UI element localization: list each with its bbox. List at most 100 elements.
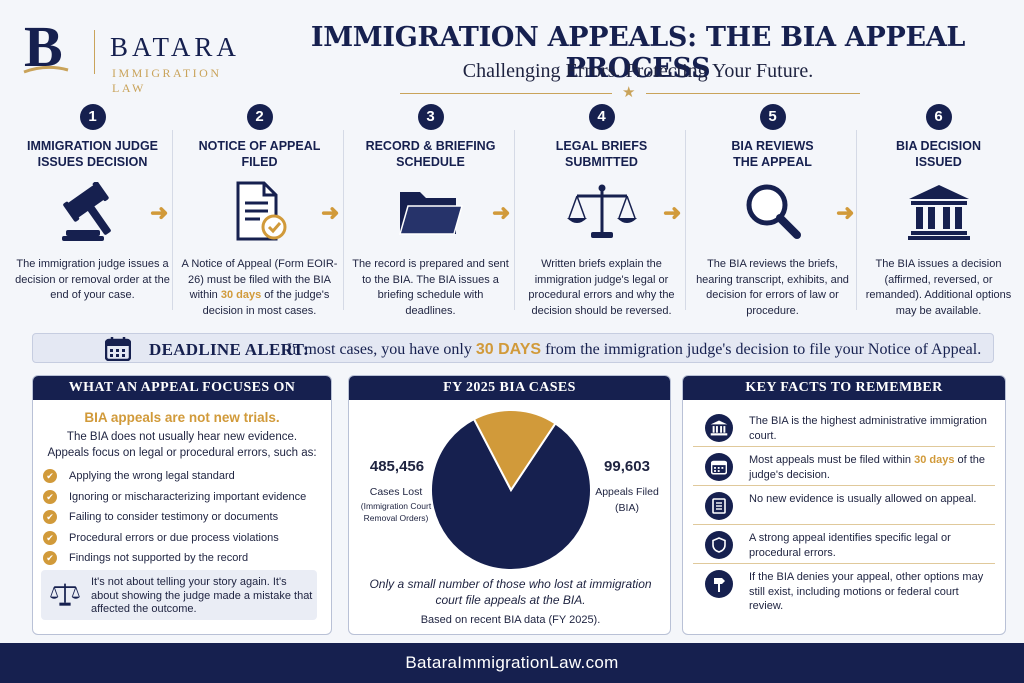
arrow-right-icon: ➜ bbox=[321, 200, 340, 225]
step-title: BIA DECISION ISSUED bbox=[896, 139, 981, 169]
step-number: 2 bbox=[246, 104, 273, 130]
panel-emphasis: BIA appeals are not new trials. bbox=[84, 410, 280, 425]
courthouse-icon bbox=[705, 414, 733, 442]
divider bbox=[343, 130, 344, 310]
chart-caption: Only a small number of those who lost at… bbox=[369, 577, 652, 607]
fact-text: If the BIA denies your appeal, other opt… bbox=[749, 571, 984, 612]
cases-lost-label: Cases Lost bbox=[369, 486, 423, 498]
step-title: RECORD & BRIEFING SCHEDULE bbox=[365, 139, 496, 169]
cases-lost-sublabel: (Immigration Court Removal Orders) bbox=[360, 501, 432, 523]
title-ornament: ★ bbox=[400, 84, 860, 102]
check-icon: ✔ bbox=[43, 551, 57, 566]
list-item: ✔ Failing to consider testimony or docume… bbox=[43, 507, 331, 528]
gavel-icon bbox=[10, 179, 175, 245]
arrow-right-icon: ➜ bbox=[663, 200, 682, 225]
appeals-filed-label: Appeals Filed bbox=[595, 486, 659, 498]
cases-panel: FY 2025 BIA CASES 485,456 Cases Lost (Im… bbox=[348, 375, 671, 635]
fact-text: No new evidence is usually allowed on ap… bbox=[749, 493, 977, 505]
step-title: NOTICE OF APPEAL FILED bbox=[198, 139, 321, 169]
pie-slice-appeals-filed bbox=[472, 409, 557, 492]
shield-icon bbox=[705, 531, 733, 559]
step-description: The record is prepared and sent to the B… bbox=[352, 258, 509, 317]
step-description: Written briefs explain the immigration j… bbox=[528, 258, 675, 317]
step-number: 6 bbox=[925, 104, 952, 130]
key-facts-panel: KEY FACTS TO REMEMBER The BIA is the hig… bbox=[682, 375, 1006, 635]
step-6: 6 BIA DECISION ISSUED The BIA issues a de… bbox=[856, 104, 1021, 319]
appeals-filed-value: 99,603 bbox=[604, 458, 650, 475]
step-number: 3 bbox=[417, 104, 444, 130]
arrow-right-icon: ➜ bbox=[836, 200, 855, 225]
error-list: ✔ Applying the wrong legal standard ✔ Igno… bbox=[33, 466, 331, 569]
appeal-focus-panel: WHAT AN APPEAL FOCUSES ON BIA appeals ar… bbox=[32, 375, 332, 635]
star-icon: ★ bbox=[622, 84, 636, 101]
folder-icon bbox=[348, 179, 513, 245]
calendar-icon bbox=[105, 337, 131, 361]
panel-title: FY 2025 BIA CASES bbox=[349, 376, 670, 400]
page-title: IMMIGRATION APPEALS: THE BIA APPEAL PROC… bbox=[310, 22, 966, 84]
check-icon: ✔ bbox=[43, 510, 57, 525]
note-box: It's not about telling your story again.… bbox=[41, 570, 317, 620]
fact-item: The BIA is the highest administrative im… bbox=[693, 408, 995, 447]
panel-intro: The BIA does not usually hear new eviden… bbox=[47, 431, 317, 459]
step-3: 3 RECORD & BRIEFING SCHEDULE The record i… bbox=[348, 104, 513, 319]
list-item: ✔ Procedural errors or due process violat… bbox=[43, 528, 331, 549]
deadline-text: In most cases, you have only 30 DAYS fro… bbox=[287, 341, 982, 358]
fact-text: The BIA is the highest administrative im… bbox=[749, 415, 987, 442]
deadline-label: DEADLINE ALERT: bbox=[149, 340, 309, 359]
check-icon: ✔ bbox=[43, 530, 57, 545]
cases-pie-chart bbox=[430, 409, 592, 571]
brand-logo: B BATARA IMMIGRATION LAW bbox=[22, 14, 242, 95]
step-2: 2 NOTICE OF APPEAL FILED A Notice of Appe… bbox=[177, 104, 342, 319]
magnifier-icon bbox=[690, 179, 855, 245]
divider bbox=[172, 130, 173, 310]
fact-text: A strong appeal identifies specific lega… bbox=[749, 532, 951, 559]
fact-item: Most appeals must be filed within 30 day… bbox=[693, 447, 995, 486]
document-icon bbox=[705, 492, 733, 520]
appeals-filed-sublabel: (BIA) bbox=[615, 502, 639, 514]
panel-title: KEY FACTS TO REMEMBER bbox=[683, 376, 1005, 400]
panel-title: WHAT AN APPEAL FOCUSES ON bbox=[33, 376, 331, 400]
step-number: 1 bbox=[79, 104, 106, 130]
divider bbox=[685, 130, 686, 310]
check-icon: ✔ bbox=[43, 469, 57, 484]
chart-source: Based on recent BIA data (FY 2025). bbox=[420, 614, 601, 626]
scales-icon bbox=[49, 583, 81, 606]
calendar-icon bbox=[705, 453, 733, 481]
step-5: 5 BIA REVIEWS THE APPEAL The BIA reviews … bbox=[690, 104, 855, 319]
courthouse-icon bbox=[856, 179, 1021, 245]
fact-item: If the BIA denies your appeal, other opt… bbox=[693, 564, 995, 612]
check-icon: ✔ bbox=[43, 489, 57, 504]
fact-item: No new evidence is usually allowed on ap… bbox=[693, 486, 995, 525]
logo-monogram-icon: B bbox=[23, 14, 69, 79]
step-number: 4 bbox=[588, 104, 615, 130]
step-description: A Notice of Appeal (Form EOIR-26) must b… bbox=[181, 258, 338, 317]
footer-website[interactable]: BataraImmigrationLaw.com bbox=[0, 643, 1024, 683]
step-1: 1 IMMIGRATION JUDGE ISSUES DECISION The i… bbox=[10, 104, 175, 304]
arrow-right-icon: ➜ bbox=[150, 200, 169, 225]
brand-name: BATARA bbox=[110, 32, 240, 62]
list-item: ✔ Findings not supported by the record bbox=[43, 548, 331, 569]
document-check-icon bbox=[177, 179, 342, 245]
step-description: The BIA reviews the briefs, hearing tran… bbox=[696, 258, 849, 317]
scales-icon bbox=[519, 179, 684, 245]
divider bbox=[856, 130, 857, 310]
step-title: BIA REVIEWS THE APPEAL bbox=[731, 139, 814, 169]
deadline-alert-banner: DEADLINE ALERT: In most cases, you have … bbox=[32, 333, 994, 363]
fact-item: A strong appeal identifies specific lega… bbox=[693, 525, 995, 564]
logo-divider bbox=[94, 30, 95, 74]
step-title: IMMIGRATION JUDGE ISSUES DECISION bbox=[26, 139, 159, 169]
list-item: ✔ Ignoring or mischaracterizing important… bbox=[43, 487, 331, 508]
cases-lost-value: 485,456 bbox=[369, 458, 425, 475]
list-item: ✔ Applying the wrong legal standard bbox=[43, 466, 331, 487]
brand-tagline: IMMIGRATION LAW bbox=[112, 66, 222, 95]
arrow-right-icon: ➜ bbox=[492, 200, 511, 225]
signpost-icon bbox=[705, 570, 733, 598]
step-description: The immigration judge issues a decision … bbox=[15, 258, 170, 301]
pie-slice-cases-lost bbox=[430, 417, 592, 571]
divider bbox=[514, 130, 515, 310]
step-4: 4 LEGAL BRIEFS SUBMITTED Written briefs e… bbox=[519, 104, 684, 319]
step-number: 5 bbox=[759, 104, 786, 130]
step-description: The BIA issues a decision (affirmed, rev… bbox=[865, 258, 1012, 317]
fact-text: Most appeals must be filed within 30 day… bbox=[749, 454, 986, 481]
page-subtitle: Challenging Errors. Protecting Your Futu… bbox=[462, 60, 814, 82]
